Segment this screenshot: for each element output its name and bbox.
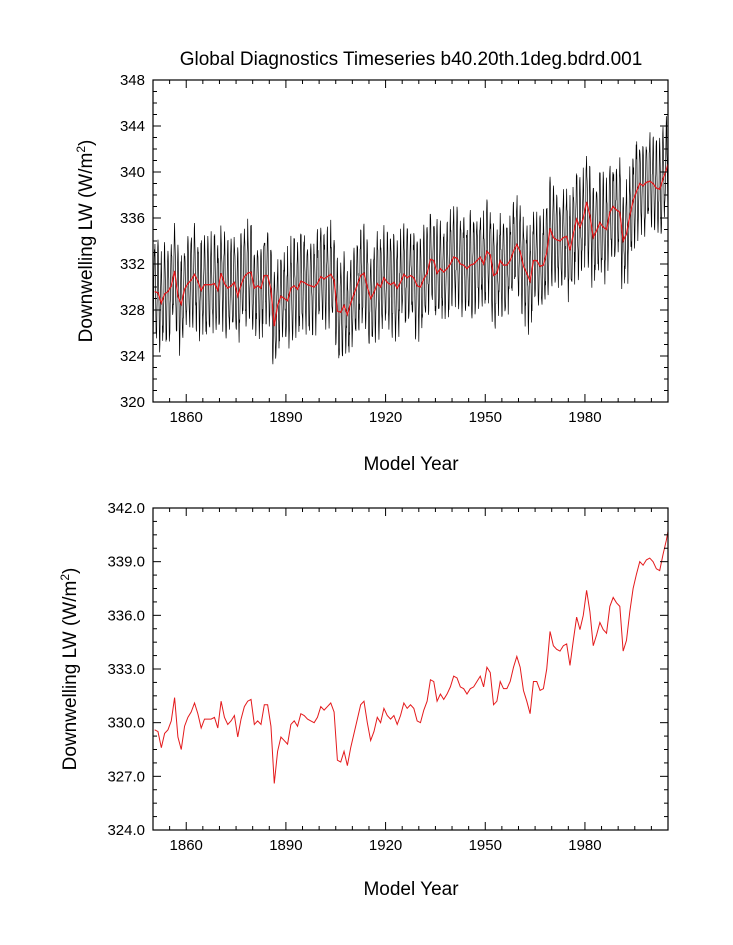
- top-x-tick-label: 1890: [269, 409, 302, 426]
- bottom-chart: Model Year Downwelling LW (W/m2) 1860 189…: [58, 500, 669, 900]
- chart-title: Global Diagnostics Timeseries b40.20th.1…: [180, 49, 643, 70]
- top-x-tick-label: 1920: [369, 409, 402, 426]
- bottom-x-tick-label: 1980: [568, 837, 601, 854]
- bottom-y-tick-label: 342.0: [107, 500, 145, 517]
- top-y-tick-label: 348: [120, 72, 145, 89]
- top-axis-ticks: 1860 1890 1920 1950 1980 320 324 328 332 336 340 34…: [120, 72, 669, 426]
- top-chart: Model Year Downwelling LW (W/m2) 1860 189…: [74, 72, 669, 475]
- top-x-axis-title: Model Year: [363, 454, 459, 475]
- bottom-y-tick-label: 330.0: [107, 715, 145, 732]
- bottom-annual-series: [154, 531, 669, 784]
- bottom-x-tick-label: 1890: [269, 837, 302, 854]
- top-y-tick-label: 328: [120, 302, 145, 319]
- top-x-tick-label: 1950: [469, 409, 502, 426]
- top-annual-line: [154, 163, 669, 327]
- top-y-tick-label: 324: [120, 348, 145, 365]
- bottom-x-axis-title: Model Year: [363, 879, 459, 900]
- top-plot-frame: [152, 79, 669, 403]
- bottom-x-tick-label: 1950: [469, 837, 502, 854]
- top-y-axis-title-main: Downwelling LW (W/m: [76, 153, 97, 343]
- top-y-axis-title-close: ): [76, 140, 97, 146]
- top-y-tick-label: 320: [120, 394, 145, 411]
- top-y-axis-title: Downwelling LW (W/m2): [74, 140, 97, 343]
- bottom-y-axis-title: Downwelling LW (W/m2): [58, 568, 81, 771]
- bottom-x-tick-label: 1920: [369, 837, 402, 854]
- bottom-y-tick-label: 339.0: [107, 554, 145, 571]
- top-monthly-line: [152, 116, 669, 365]
- bottom-y-axis-title-close: ): [60, 568, 81, 574]
- bottom-y-tick-label: 324.0: [107, 822, 145, 839]
- bottom-y-axis-title-main: Downwelling LW (W/m: [60, 581, 81, 771]
- top-annual-series: [154, 163, 669, 327]
- top-y-tick-label: 336: [120, 210, 145, 227]
- bottom-y-tick-label: 336.0: [107, 607, 145, 624]
- bottom-plot-frame: [152, 507, 669, 831]
- bottom-y-axis-title-sup: 2: [58, 574, 72, 581]
- top-y-tick-label: 340: [120, 164, 145, 181]
- bottom-annual-line: [154, 531, 669, 784]
- bottom-x-tick-label: 1860: [170, 837, 203, 854]
- top-monthly-series: [152, 116, 669, 365]
- top-x-tick-label: 1980: [568, 409, 601, 426]
- bottom-y-tick-label: 333.0: [107, 661, 145, 678]
- bottom-axis-ticks: 1860 1890 1920 1950 1980 324.0 327.0 330.0 333.0…: [107, 500, 669, 854]
- top-y-tick-label: 332: [120, 256, 145, 273]
- bottom-y-tick-label: 327.0: [107, 768, 145, 785]
- top-y-axis-title-sup: 2: [74, 146, 88, 153]
- top-x-tick-label: 1860: [170, 409, 203, 426]
- top-y-tick-label: 344: [120, 118, 145, 135]
